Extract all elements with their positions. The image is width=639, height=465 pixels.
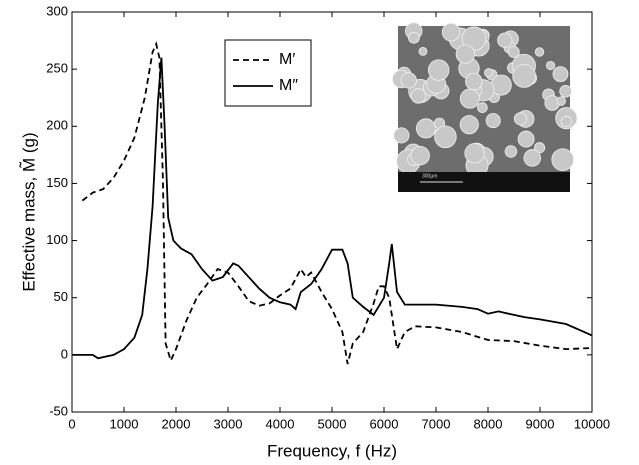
- x-tick-label: 8000: [474, 416, 503, 431]
- y-tick-label: 200: [46, 118, 68, 133]
- inset-grain: [534, 47, 545, 57]
- y-axis-title: Effective mass, M̃ (g): [19, 132, 39, 291]
- inset-grain: [517, 130, 535, 148]
- y-tick-label: 100: [46, 232, 68, 247]
- series-line: [72, 57, 593, 360]
- x-tick-label: 9000: [526, 416, 555, 431]
- inset-grain: [523, 149, 542, 167]
- inset-image: 300µm: [392, 22, 578, 192]
- y-tick-label: 50: [54, 289, 68, 304]
- legend-box: [224, 39, 312, 107]
- inset-grain: [393, 127, 410, 144]
- inset-grain: [427, 59, 450, 81]
- inset-grain: [459, 115, 479, 135]
- x-tick-label: 10000: [574, 416, 610, 431]
- x-tick-label: 4000: [266, 416, 295, 431]
- inset-grain: [459, 88, 480, 109]
- x-axis-title: Frequency, f (Hz): [267, 441, 397, 460]
- inset-grain: [533, 142, 546, 154]
- inset-grain: [464, 143, 485, 164]
- inset-grain: [441, 22, 461, 42]
- y-tick-label: -50: [49, 403, 68, 418]
- x-tick-label: 7000: [422, 416, 451, 431]
- inset-grain: [512, 64, 536, 88]
- series-line: [81, 41, 593, 365]
- inset-grain: [434, 125, 457, 149]
- inset-grain: [477, 102, 488, 113]
- inset-grain: [410, 88, 427, 104]
- x-tick-label: 3000: [214, 416, 243, 431]
- y-tick-label: 250: [46, 61, 68, 76]
- y-tick-label: 150: [46, 175, 68, 190]
- inset-grain: [418, 46, 428, 56]
- inset-grain: [415, 118, 436, 139]
- inset-scale-band: [398, 172, 570, 192]
- x-tick-label: 1000: [110, 416, 139, 431]
- inset-grain: [400, 72, 417, 89]
- inset-grain: [485, 113, 501, 129]
- x-tick-label: 6000: [370, 416, 399, 431]
- x-tick-label: 5000: [318, 416, 347, 431]
- inset-grain: [559, 85, 572, 98]
- y-tick-label: 0: [61, 346, 68, 361]
- inset-grain: [507, 45, 520, 58]
- inset-grain: [408, 31, 420, 44]
- y-tick-label: 300: [46, 3, 68, 18]
- inset-grain: [560, 115, 573, 128]
- inset-grain: [551, 148, 574, 171]
- inset-grain: [556, 96, 566, 106]
- legend-label: M′: [279, 51, 295, 68]
- inset-scale-label: 300µm: [422, 173, 437, 179]
- inset-grain: [504, 145, 518, 158]
- x-tick-label: 2000: [162, 416, 191, 431]
- inset-grain: [410, 145, 430, 166]
- inset-grain: [497, 32, 513, 48]
- inset-grain: [513, 112, 527, 126]
- x-tick-label: 0: [68, 416, 75, 431]
- legend-label: M″: [279, 77, 298, 94]
- inset-grain: [484, 68, 494, 78]
- inset-grain: [545, 60, 556, 71]
- inset-grain: [455, 44, 476, 64]
- inset-grain: [552, 66, 569, 83]
- inset-grains: [392, 22, 578, 177]
- inset-grain: [465, 72, 483, 91]
